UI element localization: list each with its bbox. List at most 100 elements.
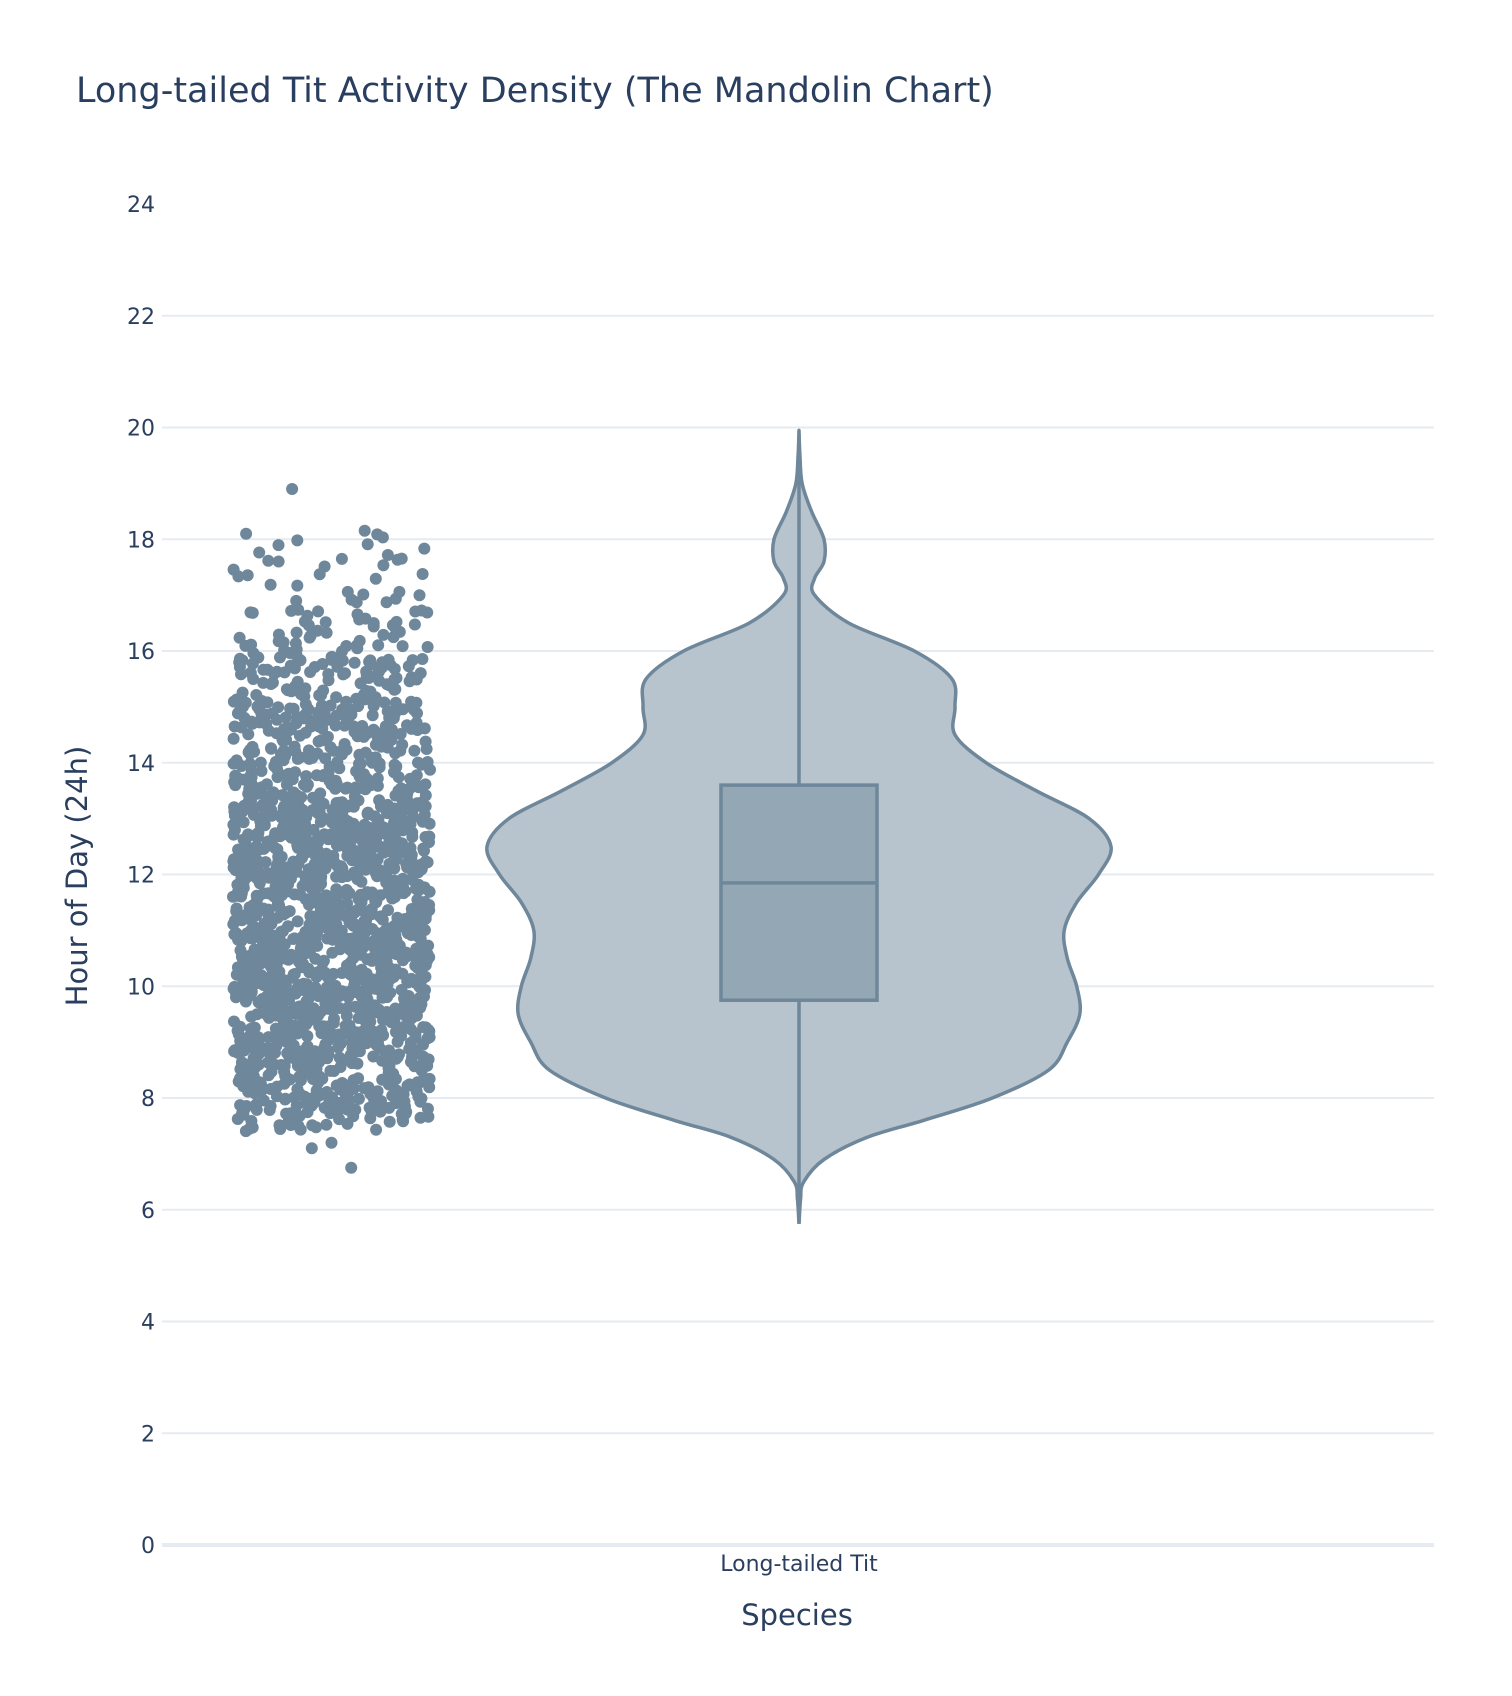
data-point [279,1092,292,1105]
data-point [348,1025,361,1038]
data-point [361,778,374,791]
data-point [369,572,382,585]
data-point [408,744,421,757]
data-point [411,724,424,736]
data-point [414,1095,427,1108]
data-point [227,828,240,841]
data-point [228,1015,240,1028]
data-point [299,831,312,844]
data-point [242,990,255,1003]
y-tick-label: 8 [141,1087,155,1112]
data-point [239,1037,252,1050]
data-point [262,1069,275,1082]
data-point [415,604,428,617]
data-points [227,483,436,1174]
data-point [333,1113,346,1126]
data-point [415,1064,428,1077]
x-tick-label: Long-tailed Tit [720,1552,878,1577]
data-point [391,1035,404,1048]
data-point [405,927,418,940]
data-point [347,905,360,918]
data-point [374,1105,387,1118]
data-point [340,717,353,730]
data-point [404,841,417,854]
data-point [416,653,429,665]
data-point [317,710,330,723]
data-point [390,615,403,628]
data-point [419,1021,432,1034]
data-point [371,772,384,785]
data-point [288,932,301,945]
y-tick-label: 18 [127,528,155,553]
data-point [386,1089,399,1102]
data-point [273,1033,286,1046]
y-tick-label: 22 [127,305,155,330]
data-point [391,553,404,566]
data-point [282,767,295,780]
data-point [260,778,273,791]
data-point [291,675,304,688]
data-point [311,927,323,939]
data-point [406,873,419,886]
data-point [348,725,361,738]
data-point [418,882,431,895]
data-point [272,539,285,552]
data-point [260,944,273,957]
data-point [228,914,241,927]
data-point [401,975,414,988]
data-point [314,787,327,800]
data-point [342,989,355,1002]
data-point [260,1008,273,1021]
data-point [239,960,252,973]
data-point [284,950,297,962]
data-point [334,937,347,950]
data-point [316,900,329,913]
x-tick-labels: Long-tailed Tit [720,1552,878,1577]
iqr-box [719,783,879,1002]
data-point [390,948,403,961]
data-point [330,831,343,844]
data-point [423,830,436,843]
data-point [235,853,248,866]
data-point [409,882,422,895]
data-point [344,835,357,848]
data-point [308,910,321,923]
data-point [349,1103,362,1116]
data-point [366,756,379,769]
outlier-point [286,483,299,495]
data-point [364,685,377,698]
data-point [339,782,352,795]
data-point [364,1001,377,1014]
data-point [290,649,303,662]
data-point [387,631,400,644]
data-point [327,1065,340,1077]
data-point [246,606,259,619]
data-point [367,951,380,964]
data-point [320,626,333,639]
y-tick-label: 2 [141,1422,155,1447]
data-point [330,822,343,835]
data-point [233,1047,246,1060]
data-point [359,839,371,852]
data-point [241,569,254,582]
data-point [278,1060,291,1073]
data-point [276,998,289,1011]
data-point [352,1072,365,1085]
data-point [423,1081,436,1094]
data-point [339,1019,352,1032]
data-point [413,589,426,602]
data-point [303,752,316,765]
data-point [367,700,380,713]
data-point [341,585,354,598]
data-point [270,859,283,872]
data-point [414,1111,427,1124]
data-point [268,951,281,964]
data-point [253,716,266,729]
y-tick-label: 20 [127,417,155,442]
data-point [288,1001,301,1014]
data-point [418,844,430,857]
data-point [327,744,340,757]
data-point [235,668,247,681]
